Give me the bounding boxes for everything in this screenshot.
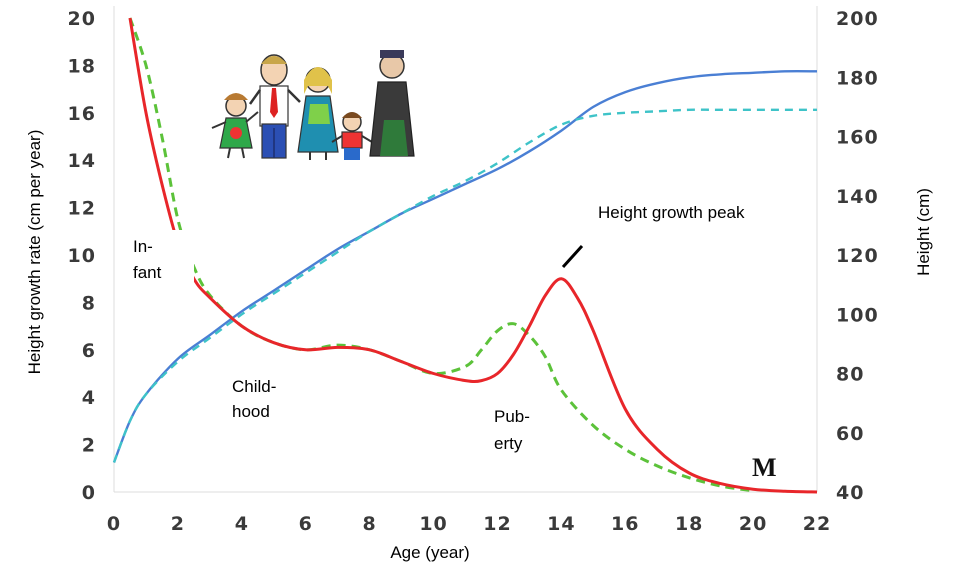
right-y-tick-label-140: 140: [836, 186, 879, 208]
growth-rate-solid-line: [128, 17, 818, 494]
growth-rate-dashed-line: [128, 17, 754, 493]
left-y-tick-label-6: 6: [82, 340, 96, 362]
puberty-label-line1: Pub-: [494, 407, 530, 426]
right-y-tick-label-120: 120: [836, 245, 879, 267]
left-y-tick-label-20: 20: [68, 8, 96, 30]
childhood-label-line2: hood: [232, 402, 270, 421]
left-y-tick-label-18: 18: [68, 55, 96, 77]
x-tick-label-20: 20: [739, 513, 767, 535]
x-tick-label-0: 0: [107, 513, 121, 535]
height-solid-line: [112, 70, 818, 463]
peak-pointer: [561, 244, 584, 269]
left-y-tick-label-10: 10: [68, 245, 96, 267]
left-y-tick-labels: 0 2 4 6 8 10 12 14 16 18 20: [68, 8, 96, 504]
x-tick-label-4: 4: [235, 513, 249, 535]
right-y-tick-label-200: 200: [836, 8, 879, 30]
x-tick-label-10: 10: [419, 513, 447, 535]
x-tick-label-2: 2: [171, 513, 185, 535]
infant-label-box: [118, 230, 194, 302]
right-y-tick-label-40: 40: [836, 482, 864, 504]
peak-label: Height growth peak: [598, 203, 745, 222]
x-tick-label-6: 6: [299, 513, 313, 535]
x-tick-label-14: 14: [547, 513, 575, 535]
left-y-tick-label-12: 12: [68, 198, 96, 220]
x-tick-label-18: 18: [675, 513, 703, 535]
left-y-tick-label-4: 4: [82, 387, 96, 409]
corner-mark: M: [752, 453, 777, 482]
infant-label-line2: fant: [133, 263, 162, 282]
left-y-tick-label-16: 16: [68, 103, 96, 125]
x-axis-title: Age (year): [390, 543, 469, 562]
right-y-tick-label-180: 180: [836, 67, 879, 89]
childhood-label-line1: Child-: [232, 377, 276, 396]
right-y-axis-title: Height (cm): [914, 188, 933, 276]
right-y-tick-labels: 40 60 80 100 120 140 160 180 200: [836, 8, 879, 504]
x-tick-label-22: 22: [803, 513, 831, 535]
x-tick-label-12: 12: [483, 513, 511, 535]
left-y-tick-label-8: 8: [82, 292, 96, 314]
right-y-tick-label-80: 80: [836, 364, 864, 386]
right-y-tick-label-100: 100: [836, 304, 879, 326]
x-tick-label-8: 8: [363, 513, 377, 535]
right-y-tick-label-60: 60: [836, 423, 864, 445]
right-y-tick-label-160: 160: [836, 127, 879, 149]
family-illustration-icon: [211, 50, 415, 160]
series-layer: [112, 17, 818, 494]
left-y-tick-label-0: 0: [82, 482, 96, 504]
left-y-tick-label-2: 2: [82, 435, 96, 457]
infant-label-line1: In-: [133, 237, 153, 256]
x-tick-labels: 0 2 4 6 8 10 12 14 16 18 20 22: [107, 513, 831, 535]
x-tick-label-16: 16: [611, 513, 639, 535]
puberty-label-line2: erty: [494, 434, 523, 453]
left-y-axis-title: Height growth rate (cm per year): [25, 130, 44, 375]
height-dashed-line: [112, 108, 817, 463]
left-y-tick-label-14: 14: [68, 150, 96, 172]
